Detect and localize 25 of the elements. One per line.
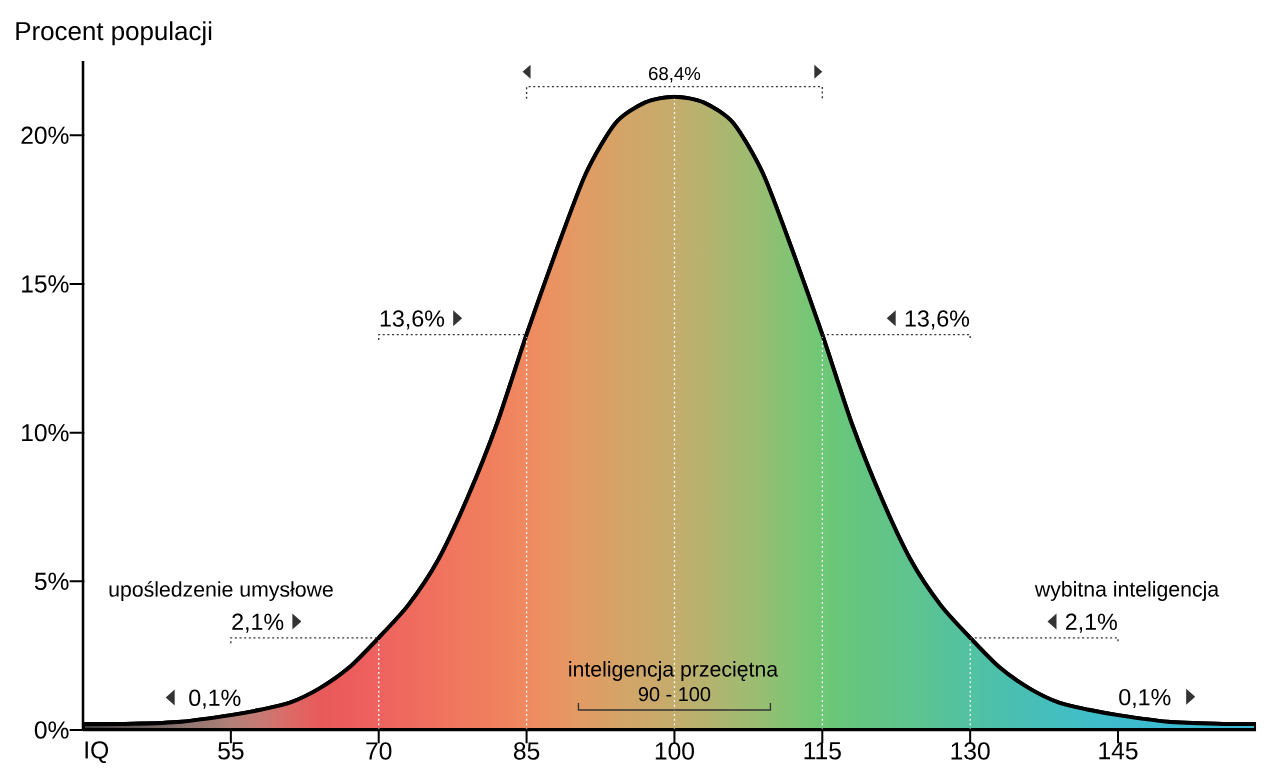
annotation: inteligencja przeciętna bbox=[569, 661, 779, 681]
x-tick-label: 100 bbox=[655, 742, 694, 760]
annotation: 13,6% bbox=[905, 310, 970, 330]
annotation: 68,4% bbox=[649, 67, 701, 83]
annotation: 13,6% bbox=[380, 310, 445, 330]
annotation: 2,1% bbox=[232, 613, 284, 633]
x-tick-label: 115 bbox=[804, 742, 841, 760]
y-tick-label: 15% bbox=[22, 275, 69, 293]
annotation: 90 - 100 bbox=[638, 687, 711, 702]
y-tick-label: 20% bbox=[21, 126, 69, 145]
y-tick-label: 5% bbox=[34, 572, 69, 590]
annotation: wybitna inteligencja bbox=[1034, 581, 1220, 601]
annotation: 2,1% bbox=[1065, 613, 1117, 633]
x-tick-label: 70 bbox=[366, 742, 392, 760]
annotation: 0,1% bbox=[1119, 688, 1171, 709]
x-tick-label: 145 bbox=[1099, 742, 1138, 760]
y-tick-label: 0% bbox=[34, 721, 69, 739]
annotation: upośledzenie umysłowe bbox=[109, 580, 333, 602]
x-tick-label: 85 bbox=[513, 742, 540, 760]
x-tick-label: 55 bbox=[218, 742, 244, 760]
y-tick-label: 10% bbox=[22, 423, 69, 442]
y-axis-title: Procent populacji bbox=[16, 21, 212, 46]
annotation: 0,1% bbox=[189, 689, 241, 709]
x-tick-label: 130 bbox=[951, 742, 990, 760]
x-axis-title: IQ bbox=[85, 741, 109, 764]
